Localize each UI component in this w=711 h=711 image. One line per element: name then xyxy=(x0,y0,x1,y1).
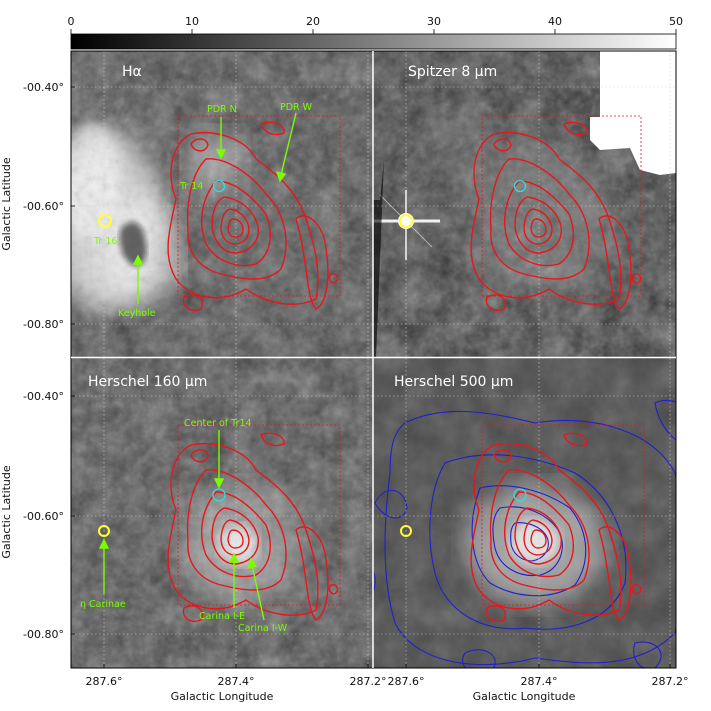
annotation-arrows xyxy=(98,112,297,621)
colorbar-tick-label: 20 xyxy=(306,15,320,28)
y-axis-label-top: Galactic Latitude xyxy=(0,157,13,251)
title-halpha: Hα xyxy=(122,64,142,80)
annotation-labels: PDR N PDR W Tr 14 Tr 16 Keyhole Center o… xyxy=(80,102,313,634)
y-tick-labels: -00.40° -00.60° -00.80° -00.40° -00.60° -00.8… xyxy=(23,81,64,641)
label-pdr-n: PDR N xyxy=(207,104,237,115)
region-box-4 xyxy=(481,424,645,606)
grid-lines xyxy=(71,51,676,668)
region-box-2 xyxy=(481,115,586,296)
colorbar-tick-label: 10 xyxy=(185,15,199,28)
x-tick-label: 287.6° xyxy=(388,675,425,688)
title-spitzer: Spitzer 8 μm xyxy=(408,64,497,80)
x-tick-label: 287.4° xyxy=(521,675,558,688)
y-tick-label: -00.60° xyxy=(23,510,64,523)
colorbar-gradient xyxy=(70,33,677,50)
tick-marks xyxy=(71,86,671,668)
colorbar-tick-label: 30 xyxy=(427,15,441,28)
y-tick-label: -00.80° xyxy=(23,318,64,331)
label-carina-iw: Carina I-W xyxy=(238,623,288,634)
x-axis-label-left: Galactic Longitude xyxy=(171,690,274,703)
y-tick-label: -00.80° xyxy=(23,628,64,641)
x-tick-labels: 287.6° 287.4° 287.2° 287.6° 287.4° 287.2° xyxy=(86,675,689,688)
y-tick-label: -00.60° xyxy=(23,200,64,213)
title-herschel500: Herschel 500 μm xyxy=(394,374,513,390)
eta-car-marker-2 xyxy=(399,214,413,228)
x-tick-label: 287.2° xyxy=(350,675,387,688)
y-axis-label-bottom: Galactic Latitude xyxy=(0,465,13,559)
label-tr16: Tr 16 xyxy=(93,236,117,247)
x-tick-label: 287.6° xyxy=(86,675,123,688)
label-pdr-w: PDR W xyxy=(280,102,313,113)
tr14-marker-1 xyxy=(212,179,226,193)
panel-herschel500 xyxy=(373,358,676,668)
label-tr14: Tr 14 xyxy=(179,181,203,192)
tr14-marker-2 xyxy=(513,179,527,193)
colorbar-ticks: 0 10 20 30 40 50 xyxy=(68,15,683,34)
eta-car-marker-3 xyxy=(98,525,110,537)
colorbar-tick-label: 50 xyxy=(669,15,683,28)
y-tick-label: -00.40° xyxy=(23,81,64,94)
tr14-marker-4 xyxy=(513,488,527,502)
label-carina-ie: Carina I-E xyxy=(199,611,245,622)
x-axis-label-right: Galactic Longitude xyxy=(473,690,576,703)
panel-halpha xyxy=(71,51,373,357)
y-tick-label: -00.40° xyxy=(23,390,64,403)
panel-titles: Hα Spitzer 8 μm Herschel 160 μm Herschel… xyxy=(88,64,513,390)
label-keyhole: Keyhole xyxy=(118,308,156,319)
colorbar-tick-label: 40 xyxy=(548,15,562,28)
x-tick-label: 287.4° xyxy=(218,675,255,688)
title-herschel160: Herschel 160 μm xyxy=(88,374,207,390)
markers xyxy=(98,179,527,537)
colorbar-tick-label: 0 xyxy=(68,15,75,28)
label-center-tr14: Center of Tr14 xyxy=(184,418,252,429)
tr16-marker xyxy=(98,214,112,228)
region-box-2b xyxy=(482,115,642,297)
region-box-3 xyxy=(177,424,341,606)
region-box-1 xyxy=(177,115,341,297)
panel-spitzer xyxy=(373,51,676,357)
x-tick-label: 287.2° xyxy=(652,675,689,688)
colorbar: 0 10 20 30 40 50 xyxy=(68,15,683,50)
tr14-marker-3 xyxy=(212,488,226,502)
label-eta-carinae: η Carinae xyxy=(80,599,126,610)
eta-car-marker-4 xyxy=(400,525,412,537)
region-boxes xyxy=(177,115,645,606)
panel-herschel160 xyxy=(71,358,373,668)
